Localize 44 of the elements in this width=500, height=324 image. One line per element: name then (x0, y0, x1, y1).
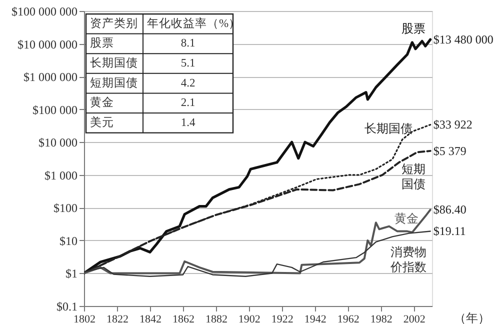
annotation: 8.1 (180, 38, 196, 50)
x-tick-label: 1982 (370, 314, 392, 324)
x-tick-label: 2002 (403, 314, 426, 324)
x-tick-label: 1822 (106, 314, 128, 324)
annotation: 2.1 (180, 97, 196, 110)
x-tick-label: 1802 (74, 314, 96, 324)
annotation: 股票 (90, 36, 114, 50)
series-label: 消费物价指数 (389, 245, 426, 274)
annotation: 短期国债 (90, 76, 138, 90)
annotation: 资产类别 (90, 16, 138, 30)
y-tick-label: $10 (60, 234, 78, 248)
data-label: $5 379 (433, 144, 466, 158)
annotation: 5.1 (180, 58, 196, 70)
x-tick-label: 1882 (205, 314, 228, 324)
x-axis-title: （年） (454, 311, 490, 324)
x-tick-label: 1842 (139, 314, 162, 324)
series-label: 黄金 (394, 212, 418, 226)
y-tick-label: $1 (66, 266, 78, 281)
series-label: 短期国债 (401, 162, 426, 191)
y-tick-label: $1 000 (44, 168, 78, 182)
y-tick-label: $100 000 (32, 102, 78, 117)
data-label: $86.40 (433, 202, 466, 217)
annotation: 黄金 (90, 96, 114, 110)
x-tick-label: 1922 (271, 314, 294, 324)
annotation: 美元 (90, 114, 114, 129)
data-label: $13 480 000 (433, 32, 494, 47)
y-tick-label: $100 (54, 201, 78, 216)
y-tick-label: $100 000 000 (12, 4, 78, 18)
x-tick-label: 1862 (172, 314, 194, 324)
data-label: $19.11 (433, 224, 466, 238)
x-tick-label: 1962 (337, 314, 360, 324)
x-tick-label: 1902 (238, 314, 260, 324)
series-label: 长期国债 (364, 122, 412, 136)
annotation: 4.2 (180, 77, 196, 90)
annotation: 长期国债 (90, 56, 138, 70)
y-tick-label: $10 000 (38, 136, 78, 150)
x-tick-label: 1942 (304, 314, 326, 324)
series-label: 股票 (401, 22, 426, 36)
annotation: 年化收益率（%） (147, 16, 241, 30)
y-tick-label: $1 000 000 (24, 70, 78, 84)
data-label: $33 922 (433, 118, 472, 132)
y-tick-label: $0.1 (56, 300, 78, 314)
y-tick-label: $10 000 000 (18, 37, 78, 52)
annotation: 1.4 (180, 116, 196, 129)
